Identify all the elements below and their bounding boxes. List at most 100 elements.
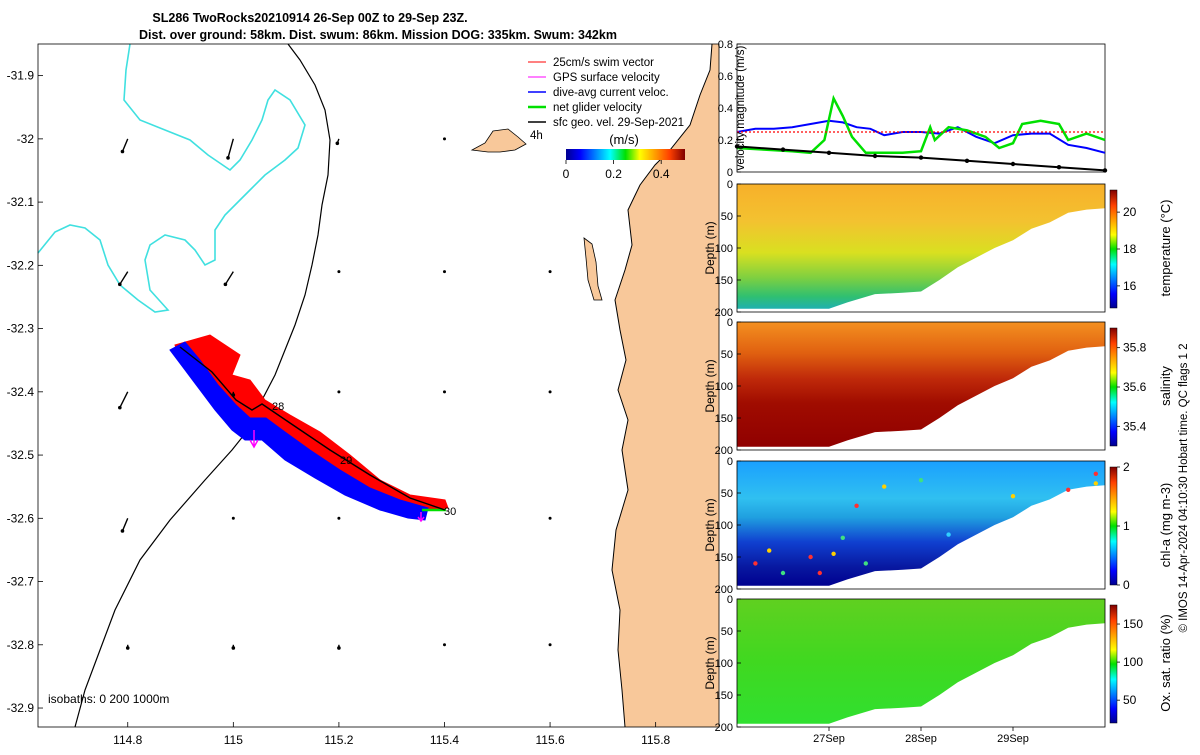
geo-velocity-point xyxy=(964,158,970,163)
geo-velocity-point xyxy=(918,155,924,160)
chl-a-y-tick-label: 150 xyxy=(715,552,733,564)
imos-credit: © IMOS 14-Apr-2024 04:10:30 Hobart time.… xyxy=(1178,343,1190,632)
temperature-colorbar-label: temperature (°C) xyxy=(1158,200,1173,297)
salinity-colorbar-tick-label: 35.4 xyxy=(1123,419,1147,433)
legend-net-velocity: net glider velocity xyxy=(553,102,642,114)
current-vector-dot xyxy=(337,390,341,394)
chl-a-colorbar-tick-label: 0 xyxy=(1123,578,1130,592)
time-label-4h: 4h xyxy=(530,130,543,142)
oxygen-panel: 0 50 100 150 200 Depth (m) 50 100 150 Ox. sat. ra… xyxy=(703,594,1173,734)
current-vector-dot xyxy=(442,137,446,141)
salinity-ylabel: Depth (m) xyxy=(703,359,717,412)
chl-a-sample-dot xyxy=(840,535,845,540)
colorbar-units: (m/s) xyxy=(609,132,639,147)
salinity-section-field xyxy=(737,322,1105,447)
velocity-y-tick-label: 0.2 xyxy=(718,135,733,147)
temperature-colorbar-tick-label: 16 xyxy=(1123,279,1137,293)
oxygen-colorbar-label: Ox. sat. ratio (%) xyxy=(1158,614,1173,712)
current-vector-head xyxy=(223,282,228,287)
map-y-tick-label: -32.7 xyxy=(7,575,35,589)
current-vector-head xyxy=(231,646,236,650)
current-vector xyxy=(121,518,129,532)
geo-velocity-point xyxy=(1010,161,1016,167)
salinity-colorbar xyxy=(1109,327,1118,447)
map-x-tick-label: 115 xyxy=(224,733,243,747)
chl-a-colorbar-tick-label: 1 xyxy=(1123,519,1130,533)
chl-a-sample-dot xyxy=(854,503,859,508)
current-vector-dot xyxy=(548,270,552,274)
oxygen-colorbar-tick-label: 150 xyxy=(1123,617,1143,631)
geo-velocity-point xyxy=(872,153,878,159)
time-tick-label: 29Sep xyxy=(997,733,1029,745)
chl-a-y-tick-label: 200 xyxy=(715,584,733,596)
temperature-y-tick-label: 150 xyxy=(715,275,733,287)
chl-a-y-tick-label: 50 xyxy=(721,488,733,500)
map-y-tick-label: -32.8 xyxy=(7,638,35,652)
geo-velocity-point xyxy=(734,144,740,149)
map-x-tick-label: 115.4 xyxy=(430,733,459,747)
temperature-section-field xyxy=(737,184,1105,309)
glider-track-line xyxy=(179,346,446,511)
map-y-tick-label: -32.6 xyxy=(7,511,35,525)
salinity-y-tick-label: 50 xyxy=(721,349,733,361)
map-y-tick-label: -31.9 xyxy=(7,69,35,83)
velocity-y-tick-label: 0 xyxy=(727,167,733,179)
map-y-tick-label: -32.3 xyxy=(7,322,35,336)
garden-island xyxy=(583,237,603,301)
temperature-y-tick-label: 100 xyxy=(715,243,733,255)
chl-a-sample-dot xyxy=(1066,487,1071,492)
chl-a-sample-dot xyxy=(882,484,887,489)
title-line-1: SL286 TwoRocks20210914 26-Sep 00Z to 29-… xyxy=(152,11,467,25)
current-vector xyxy=(119,391,129,408)
chl-a-colorbar-tick-label: 2 xyxy=(1123,460,1130,474)
land-mass xyxy=(612,44,719,727)
title-line-2: Dist. over ground: 58km. Dist. swum: 86k… xyxy=(139,28,617,42)
chl-a-sample-dot xyxy=(863,561,868,566)
chl-a-ylabel: Depth (m) xyxy=(703,498,717,551)
day-label-28: 28 xyxy=(272,401,284,413)
velocity-y-tick-label: 0.4 xyxy=(718,103,733,115)
temperature-y-tick-label: 200 xyxy=(715,307,733,319)
geo-velocity-point xyxy=(826,150,832,155)
current-vector-dot xyxy=(231,516,235,520)
velocity-y-tick-label: 0.8 xyxy=(718,39,733,51)
salinity-y-tick-label: 0 xyxy=(727,317,733,329)
temperature-colorbar xyxy=(1109,189,1118,309)
velocity-y-tick-label: 0.6 xyxy=(718,71,733,83)
chl-a-sample-dot xyxy=(817,570,822,576)
current-vector xyxy=(227,138,234,159)
current-vector xyxy=(121,138,129,152)
rottnest-island xyxy=(470,128,527,153)
velocity-panel: 0 0.2 0.4 0.6 0.8 velocity magnitude (m/s) xyxy=(718,39,1108,179)
oxygen-colorbar-tick-label: 100 xyxy=(1123,655,1143,669)
velocity-ylabel: velocity magnitude (m/s) xyxy=(735,46,747,171)
chl-a-sample-dot xyxy=(780,570,786,576)
chl-a-sample-dot xyxy=(1010,494,1016,499)
chl-a-sample-dot xyxy=(767,548,772,553)
chl-a-sample-dot xyxy=(946,532,951,537)
map-y-tick-label: -32.1 xyxy=(7,195,35,209)
chl-a-sample-dot xyxy=(1093,481,1099,486)
temperature-y-tick-label: 0 xyxy=(727,179,733,191)
current-vector xyxy=(119,271,129,285)
map-y-tick-label: -32.9 xyxy=(7,701,35,715)
chl-a-sample-dot xyxy=(918,478,924,483)
current-vector-dot xyxy=(337,270,341,274)
map-panel: 28 29 30 4h isobaths: 0 200 1000m 114.8 1… xyxy=(7,43,720,747)
gps-arrow-1 xyxy=(249,430,259,449)
current-vector-head xyxy=(125,646,130,650)
current-vector-head xyxy=(120,149,125,154)
isobath-200m xyxy=(74,43,331,728)
map-y-ticks: -31.9 -32 -32.1 -32.2 -32.3 -32.4 -32.5 -32.6 -3… xyxy=(7,69,43,715)
velocity-series-line xyxy=(736,94,1106,155)
temperature-ylabel: Depth (m) xyxy=(703,221,717,274)
salinity-y-tick-label: 200 xyxy=(715,445,733,457)
chl-a-y-tick-label: 100 xyxy=(715,520,733,532)
map-x-tick-label: 115.6 xyxy=(535,733,564,747)
current-vector-head xyxy=(337,646,341,650)
current-vector-dot xyxy=(442,270,446,274)
map-y-tick-label: -32.2 xyxy=(7,258,35,272)
current-vector-head xyxy=(118,282,122,287)
current-vector-dot xyxy=(548,516,552,520)
geo-velocity-point xyxy=(1056,165,1062,170)
